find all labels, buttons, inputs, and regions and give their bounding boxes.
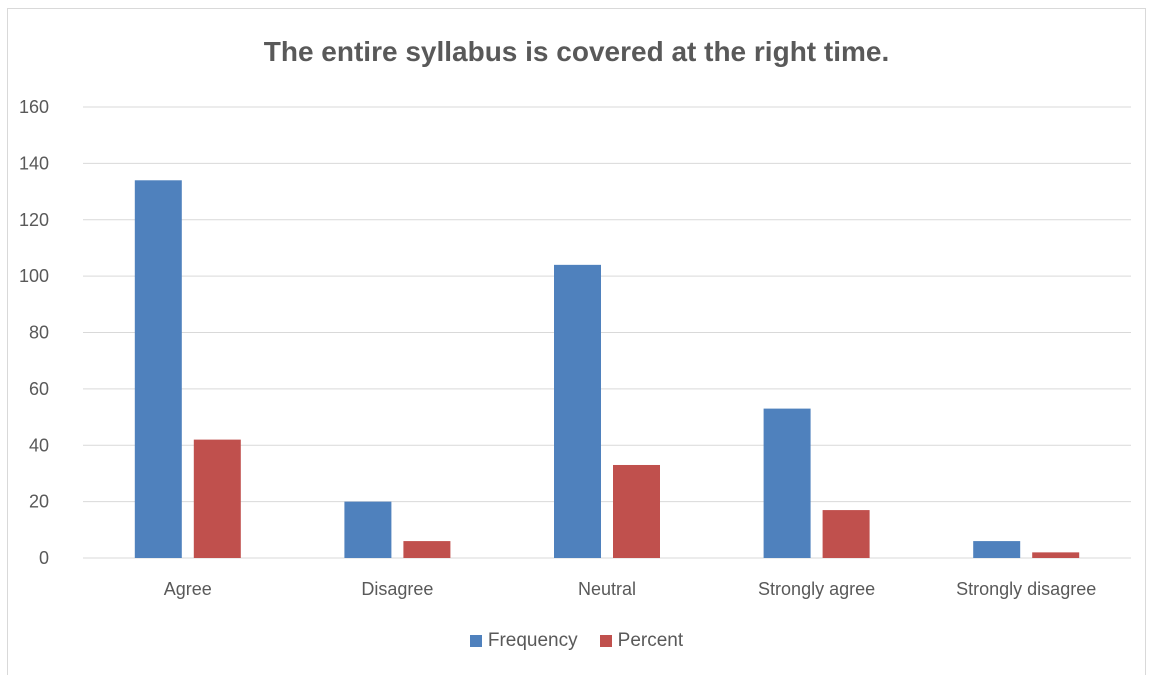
chart-title: The entire syllabus is covered at the ri… [263,36,890,67]
bar-percent-strongly-agree [822,510,870,558]
y-tick-label: 80 [29,323,49,343]
legend-item-frequency: Frequency [469,630,578,652]
x-tick-label: Strongly disagree [956,579,1096,599]
legend-item-percent: Percent [599,630,684,652]
x-tick-label: Agree [164,579,212,599]
bar-percent-strongly-disagree [1032,552,1080,558]
x-tick-label: Strongly agree [758,579,875,599]
bar-frequency-disagree [344,501,392,558]
legend-swatch-frequency [469,635,482,647]
bar-percent-disagree [403,541,451,558]
bar-frequency-neutral [554,264,601,558]
bar-frequency-agree [134,180,182,558]
x-tick-label: Neutral [578,579,636,599]
bar-percent-agree [193,439,241,558]
bar-percent-neutral [613,464,660,558]
bar-frequency-strongly-agree [763,408,811,558]
legend-label-percent: Percent [617,630,684,651]
y-tick-label: 40 [29,435,49,455]
y-tick-label: 100 [19,266,49,286]
y-tick-label: 0 [39,548,49,568]
bar-frequency-strongly-disagree [973,541,1021,558]
y-tick-label: 60 [29,379,49,399]
y-tick-label: 120 [19,210,49,230]
legend-swatch-percent [599,635,612,647]
legend: Frequency Percent [0,630,1153,652]
y-tick-label: 140 [19,153,49,173]
x-tick-label: Disagree [361,579,433,599]
legend-label-frequency: Frequency [487,630,578,651]
y-tick-label: 160 [19,97,49,117]
y-tick-label: 20 [29,492,49,512]
